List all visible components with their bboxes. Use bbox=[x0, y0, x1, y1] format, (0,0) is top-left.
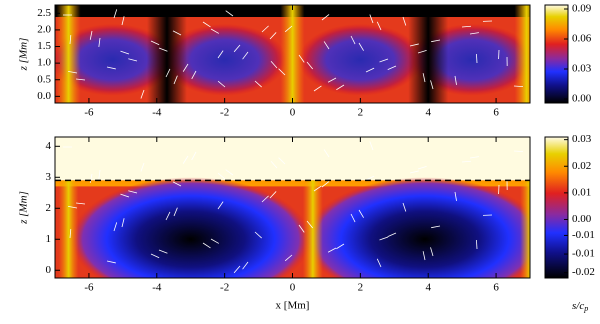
x-tick-label: 4 bbox=[425, 107, 431, 119]
downflow bbox=[408, 5, 448, 103]
colorbar bbox=[545, 137, 568, 278]
colorbar-tick-label: 0.06 bbox=[572, 33, 592, 45]
x-tick-label: -4 bbox=[152, 282, 162, 294]
upflow bbox=[57, 5, 81, 103]
x-tick-label: -6 bbox=[84, 107, 94, 119]
colorbar-tick-label: -0.01 bbox=[572, 229, 595, 241]
heatmap-field bbox=[51, 5, 539, 103]
y-axis-label: z [Mm] bbox=[18, 191, 30, 225]
y-tick-label: 4 bbox=[46, 140, 52, 152]
colorbar-tick-label: 0.00 bbox=[572, 213, 592, 225]
y-tick-label: 0 bbox=[46, 264, 52, 276]
cell bbox=[298, 24, 422, 96]
heatmap-field bbox=[55, 137, 545, 301]
x-tick-label: 6 bbox=[493, 107, 499, 119]
colorbar-tick-label: 0.01 bbox=[572, 186, 591, 198]
colorbar-tick-label: 0.02 bbox=[572, 160, 591, 172]
colorbar-label: s/cp bbox=[572, 300, 588, 313]
upper-layer bbox=[55, 137, 530, 180]
y-tick-label: 1.5 bbox=[37, 40, 51, 52]
y-tick-label: 0.5 bbox=[37, 73, 51, 85]
y-tick-label: 2.0 bbox=[37, 23, 51, 35]
colorbar-tick-label: 0.00 bbox=[572, 93, 592, 105]
velocity-arrow bbox=[476, 54, 477, 63]
x-axis-label: x [Mm] bbox=[276, 300, 310, 312]
y-tick-label: 2 bbox=[46, 202, 52, 214]
colorbar-tick-label: 0.09 bbox=[572, 3, 592, 15]
colorbar-label-sub: p bbox=[583, 304, 588, 313]
x-tick-label: -6 bbox=[84, 282, 94, 294]
x-tick-label: 0 bbox=[290, 282, 296, 294]
y-tick-label: 2.5 bbox=[37, 7, 51, 19]
x-tick-label: 0 bbox=[290, 107, 296, 119]
colorbar-tick-label: 0.03 bbox=[572, 63, 592, 75]
x-tick-label: 6 bbox=[493, 282, 499, 294]
y-tick-label: 0.0 bbox=[37, 90, 51, 102]
y-tick-label: 3 bbox=[46, 171, 52, 183]
upflow bbox=[59, 180, 79, 278]
y-tick-label: 1.0 bbox=[37, 57, 51, 69]
velocity-arrow bbox=[476, 240, 477, 249]
cell bbox=[71, 177, 311, 301]
upflow bbox=[515, 5, 539, 103]
colorbar-tick-label: -0.01 bbox=[572, 248, 595, 260]
colorbar-tick-label: -0.02 bbox=[572, 266, 595, 278]
downflow bbox=[147, 5, 187, 103]
x-tick-label: -2 bbox=[220, 282, 229, 294]
x-tick-label: -2 bbox=[220, 107, 229, 119]
x-tick-label: 4 bbox=[425, 282, 431, 294]
x-tick-label: -4 bbox=[152, 107, 162, 119]
y-tick-label: 1 bbox=[46, 233, 52, 245]
colorbar bbox=[545, 5, 568, 103]
upflow bbox=[281, 5, 305, 103]
x-tick-label: 2 bbox=[358, 282, 364, 294]
y-axis-label: z [Mm] bbox=[18, 38, 30, 72]
x-tick-label: 2 bbox=[358, 107, 364, 119]
upflow bbox=[303, 180, 323, 278]
colorbar-label-main: s/c bbox=[572, 300, 584, 312]
colorbar-tick-label: 0.03 bbox=[572, 133, 592, 145]
